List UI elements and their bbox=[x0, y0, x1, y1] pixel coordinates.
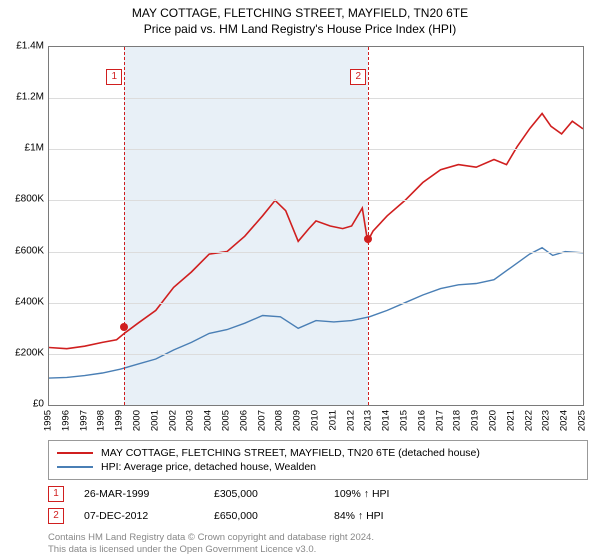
x-tick-label: 1995 bbox=[43, 410, 54, 431]
event-marker-line bbox=[124, 47, 125, 405]
event-delta: 109% ↑ HPI bbox=[334, 488, 389, 500]
event-marker-box: 2 bbox=[48, 508, 64, 524]
x-tick-label: 2001 bbox=[149, 410, 160, 431]
x-tick-label: 2021 bbox=[505, 410, 516, 431]
event-date: 07-DEC-2012 bbox=[84, 510, 214, 522]
x-tick-label: 2023 bbox=[541, 410, 552, 431]
legend-row: MAY COTTAGE, FLETCHING STREET, MAYFIELD,… bbox=[57, 447, 579, 459]
series-hpi bbox=[49, 248, 583, 378]
title-address: MAY COTTAGE, FLETCHING STREET, MAYFIELD,… bbox=[0, 6, 600, 20]
event-delta: 84% ↑ HPI bbox=[334, 510, 384, 522]
legend: MAY COTTAGE, FLETCHING STREET, MAYFIELD,… bbox=[48, 440, 588, 480]
x-tick-label: 2014 bbox=[381, 410, 392, 431]
x-tick-label: 2011 bbox=[327, 410, 338, 430]
footer: Contains HM Land Registry data © Crown c… bbox=[48, 532, 374, 556]
y-gridline bbox=[49, 303, 583, 304]
x-tick-label: 1996 bbox=[60, 410, 71, 431]
x-tick-label: 2002 bbox=[167, 410, 178, 431]
y-tick-label: £800K bbox=[2, 194, 44, 205]
footer-line: This data is licensed under the Open Gov… bbox=[48, 544, 374, 556]
event-dot bbox=[364, 235, 372, 243]
x-tick-label: 2009 bbox=[292, 410, 303, 431]
x-tick-label: 2024 bbox=[559, 410, 570, 431]
legend-label: MAY COTTAGE, FLETCHING STREET, MAYFIELD,… bbox=[101, 447, 480, 459]
footer-line: Contains HM Land Registry data © Crown c… bbox=[48, 532, 374, 544]
x-tick-label: 2018 bbox=[452, 410, 463, 431]
y-tick-label: £1.2M bbox=[2, 92, 44, 103]
y-gridline bbox=[49, 98, 583, 99]
event-marker-line bbox=[368, 47, 369, 405]
y-tick-label: £0 bbox=[2, 399, 44, 410]
x-tick-label: 2015 bbox=[399, 410, 410, 431]
event-marker-box: 1 bbox=[106, 69, 122, 85]
y-gridline bbox=[49, 354, 583, 355]
y-tick-label: £1M bbox=[2, 143, 44, 154]
chart-lines bbox=[49, 47, 583, 405]
x-tick-label: 1997 bbox=[78, 410, 89, 431]
title-subtitle: Price paid vs. HM Land Registry's House … bbox=[0, 22, 600, 36]
x-tick-label: 2008 bbox=[274, 410, 285, 431]
chart-plot-area: 12 bbox=[48, 46, 584, 406]
x-tick-label: 2013 bbox=[363, 410, 374, 431]
y-gridline bbox=[49, 200, 583, 201]
event-date: 26-MAR-1999 bbox=[84, 488, 214, 500]
legend-swatch bbox=[57, 452, 93, 454]
event-row: 2 07-DEC-2012 £650,000 84% ↑ HPI bbox=[48, 508, 384, 524]
x-tick-label: 2006 bbox=[238, 410, 249, 431]
x-tick-label: 2022 bbox=[523, 410, 534, 431]
event-dot bbox=[120, 323, 128, 331]
x-tick-label: 2003 bbox=[185, 410, 196, 431]
x-tick-label: 2005 bbox=[221, 410, 232, 431]
x-tick-label: 1999 bbox=[114, 410, 125, 431]
x-tick-label: 2010 bbox=[310, 410, 321, 431]
event-marker-box: 2 bbox=[350, 69, 366, 85]
y-tick-label: £400K bbox=[2, 296, 44, 307]
x-tick-label: 2007 bbox=[256, 410, 267, 431]
y-tick-label: £600K bbox=[2, 245, 44, 256]
title-block: MAY COTTAGE, FLETCHING STREET, MAYFIELD,… bbox=[0, 0, 600, 36]
x-tick-label: 2017 bbox=[434, 410, 445, 431]
x-tick-label: 2020 bbox=[488, 410, 499, 431]
event-row: 1 26-MAR-1999 £305,000 109% ↑ HPI bbox=[48, 486, 389, 502]
event-marker-box: 1 bbox=[48, 486, 64, 502]
x-tick-label: 2000 bbox=[132, 410, 143, 431]
legend-label: HPI: Average price, detached house, Weal… bbox=[101, 461, 316, 473]
y-tick-label: £200K bbox=[2, 347, 44, 358]
y-gridline bbox=[49, 149, 583, 150]
x-tick-label: 2016 bbox=[416, 410, 427, 431]
y-gridline bbox=[49, 252, 583, 253]
chart-container: MAY COTTAGE, FLETCHING STREET, MAYFIELD,… bbox=[0, 0, 600, 560]
x-tick-label: 2019 bbox=[470, 410, 481, 431]
x-tick-label: 2025 bbox=[577, 410, 588, 431]
event-price: £305,000 bbox=[214, 488, 334, 500]
x-tick-label: 2012 bbox=[345, 410, 356, 431]
legend-row: HPI: Average price, detached house, Weal… bbox=[57, 461, 579, 473]
event-price: £650,000 bbox=[214, 510, 334, 522]
y-tick-label: £1.4M bbox=[2, 41, 44, 52]
x-tick-label: 1998 bbox=[96, 410, 107, 431]
legend-swatch bbox=[57, 466, 93, 468]
x-tick-label: 2004 bbox=[203, 410, 214, 431]
